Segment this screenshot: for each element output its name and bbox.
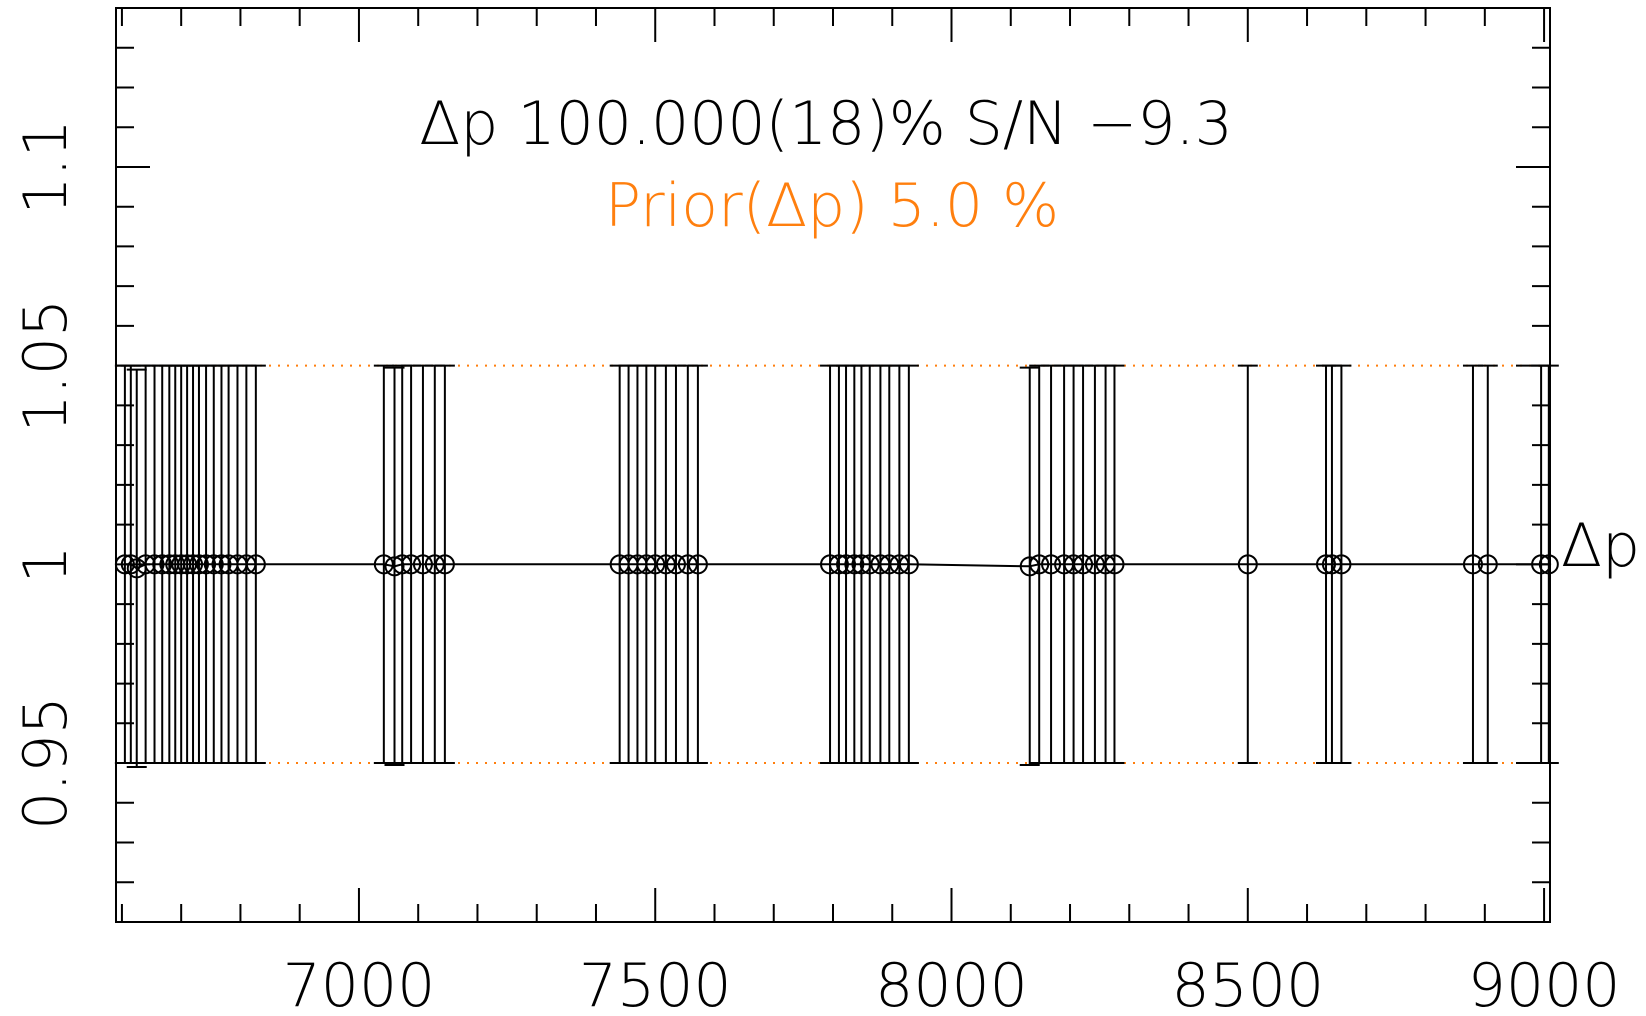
chart-title: Δp 100.000(18)% S/N −9.3 — [419, 89, 1233, 159]
axis-ticks — [116, 7, 1550, 923]
data-point — [836, 554, 857, 575]
data-point — [1041, 554, 1062, 575]
data-point — [1084, 554, 1105, 575]
x-tick-label: 7000 — [283, 951, 436, 1016]
x-tick-label: 7500 — [579, 951, 732, 1016]
data-point — [1019, 556, 1040, 577]
data-point — [879, 554, 900, 575]
data-point — [828, 554, 849, 575]
series-label: Δp — [1561, 511, 1640, 581]
data-point — [655, 554, 676, 575]
x-tick-labels: 7000 7500 8000 8500 9000 — [283, 951, 1621, 1016]
data-point — [1321, 554, 1342, 575]
data-point — [211, 554, 232, 575]
data-point — [196, 554, 217, 575]
data-point — [203, 554, 224, 575]
data-point — [645, 554, 666, 575]
data-points — [114, 554, 1559, 579]
data-point — [384, 556, 405, 577]
data-point — [820, 554, 841, 575]
x-tick-label: 8500 — [1171, 951, 1324, 1016]
data-point — [401, 554, 422, 575]
data-point — [188, 554, 209, 575]
y-tick-label: 1.1 — [11, 119, 81, 214]
data-point — [1063, 554, 1084, 575]
y-tick-label: 1 — [11, 545, 81, 583]
data-point — [889, 554, 910, 575]
x-tick-label: 8000 — [875, 951, 1028, 1016]
y-tick-label: 0.95 — [11, 696, 81, 830]
x-tick-label: 9000 — [1468, 951, 1621, 1016]
data-point — [1073, 554, 1094, 575]
data-point — [859, 554, 880, 575]
data-point — [1029, 554, 1050, 575]
data-point — [636, 554, 657, 575]
data-point — [844, 554, 865, 575]
data-point — [1316, 554, 1337, 575]
data-point — [1331, 554, 1352, 575]
data-point — [412, 554, 433, 575]
data-point — [1104, 554, 1125, 575]
data-point — [1095, 554, 1116, 575]
data-point — [245, 554, 266, 575]
data-point — [434, 554, 455, 575]
data-point — [236, 554, 257, 575]
data-point — [183, 554, 204, 575]
data-point — [687, 554, 708, 575]
y-tick-labels: 0.95 1 1.05 1.1 — [11, 119, 81, 830]
data-point — [392, 554, 413, 575]
chart-subtitle: Prior(Δp) 5.0 % — [605, 171, 1059, 241]
y-tick-label: 1.05 — [11, 299, 81, 433]
data-point — [665, 554, 686, 575]
data-point — [1462, 554, 1483, 575]
data-point — [898, 554, 919, 575]
data-point — [1477, 554, 1498, 575]
data-point — [424, 554, 445, 575]
data-point — [677, 554, 698, 575]
data-point — [1237, 554, 1258, 575]
